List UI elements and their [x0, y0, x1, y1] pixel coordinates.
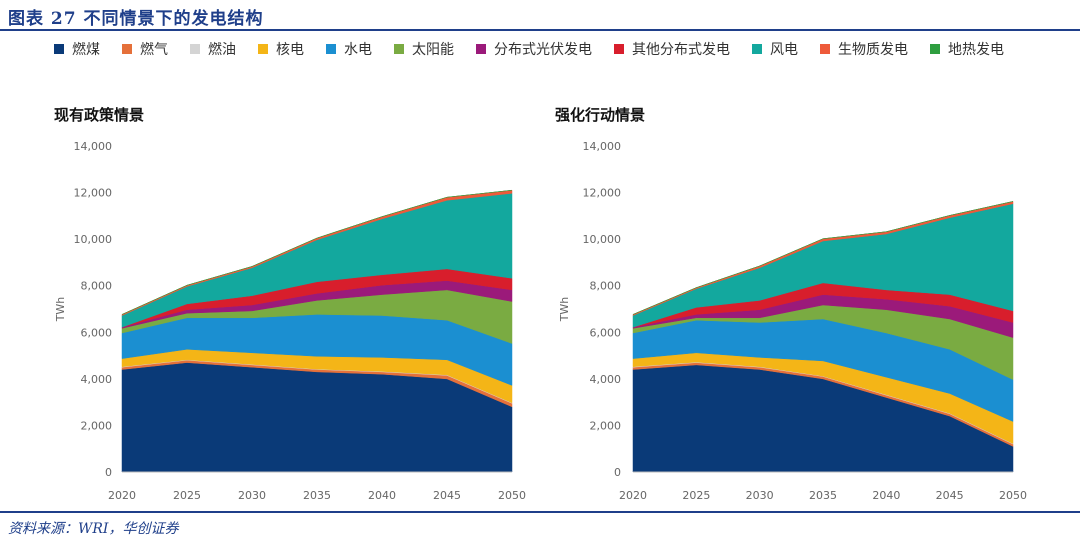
x-tick-label: 2030 [238, 489, 266, 502]
legend-label: 生物质发电 [838, 42, 908, 58]
legend-item: 风电 [752, 37, 798, 61]
legend-swatch [122, 44, 132, 54]
legend-swatch [930, 44, 940, 54]
y-tick-label: 10,000 [583, 233, 622, 246]
x-tick-label: 2025 [173, 489, 201, 502]
panel-title: 强化行动情景 [555, 106, 645, 124]
x-tick-label: 2025 [682, 489, 710, 502]
legend-label: 燃气 [140, 42, 168, 58]
x-tick-label: 2035 [303, 489, 331, 502]
y-tick-label: 4,000 [590, 373, 622, 386]
y-axis-label: TWh [54, 297, 67, 323]
legend-label: 燃油 [208, 42, 236, 58]
y-tick-label: 6,000 [590, 326, 622, 339]
legend-label: 核电 [276, 42, 304, 58]
x-tick-label: 2040 [872, 489, 900, 502]
y-tick-label: 0 [105, 466, 112, 479]
legend-swatch [614, 44, 624, 54]
source-note: 资料来源：WRI，华创证券 [8, 521, 179, 537]
legend-item: 燃气 [122, 37, 168, 61]
chart-legend: 燃煤 燃气 燃油 核电 水电 太阳能 分布式光伏发电 其他分布式发电 风电 生物质发电 地热发电 [54, 37, 1064, 61]
legend-swatch [258, 44, 268, 54]
x-tick-label: 2050 [999, 489, 1027, 502]
legend-swatch [326, 44, 336, 54]
legend-swatch [820, 44, 830, 54]
x-tick-label: 2040 [368, 489, 396, 502]
legend-swatch [394, 44, 404, 54]
legend-item: 燃煤 [54, 37, 100, 61]
legend-item: 太阳能 [394, 37, 454, 61]
legend-label: 其他分布式发电 [632, 42, 730, 58]
y-tick-label: 14,000 [583, 140, 622, 153]
y-tick-label: 10,000 [74, 233, 113, 246]
legend-label: 燃煤 [72, 42, 100, 58]
y-tick-label: 2,000 [81, 419, 113, 432]
legend-label: 风电 [770, 42, 798, 58]
y-tick-label: 12,000 [74, 187, 113, 200]
legend-item: 水电 [326, 37, 372, 61]
y-tick-label: 14,000 [74, 140, 113, 153]
legend-label: 分布式光伏发电 [494, 42, 592, 58]
y-axis-label: TWh [558, 297, 571, 323]
legend-swatch [476, 44, 486, 54]
legend-label: 太阳能 [412, 42, 454, 58]
y-tick-label: 6,000 [81, 326, 113, 339]
y-tick-label: 12,000 [583, 187, 622, 200]
x-tick-label: 2020 [108, 489, 136, 502]
x-tick-label: 2035 [809, 489, 837, 502]
legend-label: 地热发电 [948, 42, 1004, 58]
y-tick-label: 0 [614, 466, 621, 479]
legend-swatch [752, 44, 762, 54]
y-tick-label: 4,000 [81, 373, 113, 386]
x-tick-label: 2045 [433, 489, 461, 502]
title-rule [0, 29, 1080, 31]
x-tick-label: 2020 [619, 489, 647, 502]
x-tick-label: 2045 [936, 489, 964, 502]
area-series [632, 201, 1014, 315]
x-tick-label: 2050 [498, 489, 526, 502]
legend-item: 地热发电 [930, 37, 1004, 61]
y-tick-label: 8,000 [81, 280, 113, 293]
legend-item: 核电 [258, 37, 304, 61]
legend-item: 生物质发电 [820, 37, 908, 61]
legend-item: 燃油 [190, 37, 236, 61]
x-tick-label: 2030 [746, 489, 774, 502]
panel-title: 现有政策情景 [54, 106, 144, 124]
legend-item: 其他分布式发电 [614, 37, 730, 61]
legend-label: 水电 [344, 42, 372, 58]
footer-rule [0, 511, 1080, 513]
figure-title: 图表 27 不同情景下的发电结构 [8, 9, 264, 29]
legend-swatch [190, 44, 200, 54]
area-series [121, 189, 513, 315]
y-tick-label: 2,000 [590, 419, 622, 432]
legend-item: 分布式光伏发电 [476, 37, 592, 61]
legend-swatch [54, 44, 64, 54]
y-tick-label: 8,000 [590, 280, 622, 293]
